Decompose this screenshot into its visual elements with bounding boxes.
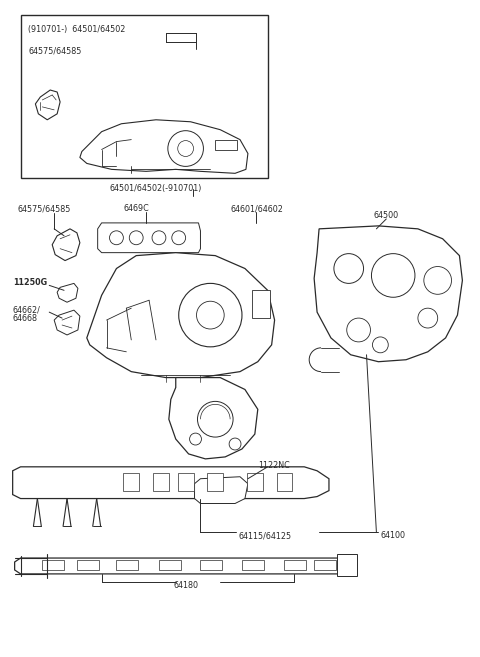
Text: 1122NC: 1122NC — [258, 461, 289, 470]
Text: 64501/64502(-910701): 64501/64502(-910701) — [110, 184, 202, 193]
Bar — [314, 560, 336, 570]
Polygon shape — [54, 310, 80, 335]
Text: 64500: 64500 — [373, 211, 398, 220]
Polygon shape — [12, 467, 329, 499]
Bar — [242, 560, 264, 570]
Polygon shape — [14, 558, 344, 574]
Text: 64180: 64180 — [173, 581, 198, 590]
Polygon shape — [97, 223, 201, 253]
Polygon shape — [52, 229, 80, 261]
Bar — [276, 473, 292, 491]
Text: 64601/64602: 64601/64602 — [230, 204, 283, 213]
Bar — [77, 560, 99, 570]
Bar — [123, 473, 139, 491]
Bar — [207, 473, 223, 491]
Bar — [21, 14, 268, 178]
Polygon shape — [194, 477, 248, 503]
Text: 64662/: 64662/ — [12, 306, 40, 314]
Text: 6469C: 6469C — [123, 204, 149, 213]
Bar — [285, 560, 306, 570]
Polygon shape — [36, 90, 60, 120]
Polygon shape — [314, 226, 462, 362]
Bar — [201, 560, 222, 570]
Bar — [42, 560, 64, 570]
Text: 64115/64125: 64115/64125 — [238, 532, 291, 540]
Text: 64575/64585: 64575/64585 — [18, 204, 71, 213]
Bar — [153, 473, 169, 491]
Bar — [159, 560, 180, 570]
Bar — [337, 554, 357, 576]
Text: (910701-)  64501/64502: (910701-) 64501/64502 — [28, 24, 126, 34]
Bar — [247, 473, 263, 491]
Bar — [252, 290, 270, 318]
Bar — [216, 139, 237, 150]
Bar — [117, 560, 138, 570]
Text: 64668: 64668 — [12, 314, 37, 323]
Bar — [178, 473, 193, 491]
Polygon shape — [80, 120, 248, 173]
Text: 64575/64585: 64575/64585 — [28, 47, 82, 55]
Polygon shape — [57, 283, 78, 302]
Text: 11250G: 11250G — [12, 279, 47, 287]
Polygon shape — [87, 253, 275, 378]
Text: 64100: 64100 — [380, 532, 405, 540]
Polygon shape — [169, 378, 258, 459]
